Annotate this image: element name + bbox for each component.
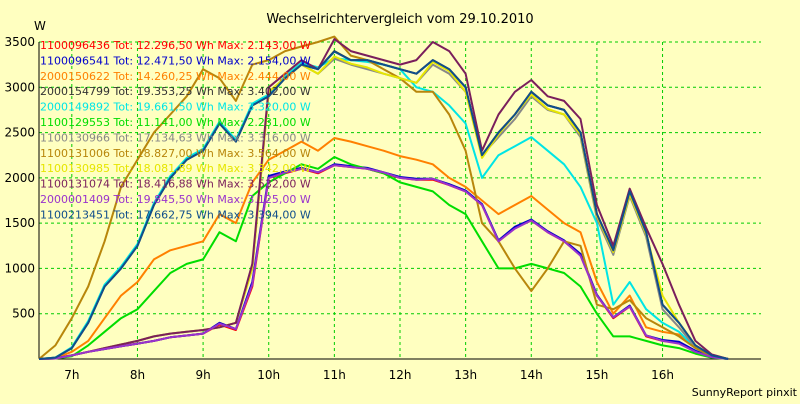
legend: 1100096436 Tot: 12.296,50 Wh Max: 2.143,… (40, 39, 311, 221)
series-lines (38, 35, 729, 360)
legend-entry-8: 1100131006 Tot: 18.827,00 Wh Max: 3.564,… (40, 147, 311, 160)
legend-entry-7: 1100130966 Tot: 17.134,63 Wh Max: 3.316,… (40, 131, 311, 144)
legend-entry-6: 1100129553 Tot: 11.141,00 Wh Max: 2.231,… (40, 116, 311, 129)
x-tick-label: 8h (130, 368, 145, 382)
legend-entry-3: 2000150622 Tot: 14.260,25 Wh Max: 2.444,… (40, 70, 311, 83)
chart-title: Wechselrichtervergleich vom 29.10.2010 (266, 12, 533, 27)
legend-entry-4: 2000154799 Tot: 19.353,25 Wh Max: 3.402,… (40, 85, 311, 98)
y-tick-label: 500 (12, 307, 35, 321)
series-line-8 (38, 35, 729, 360)
x-tick-label: 12h (389, 368, 412, 382)
x-tick-label: 15h (585, 368, 608, 382)
x-tick-label: 9h (195, 368, 210, 382)
x-tick-label: 14h (520, 368, 543, 382)
y-tick-label: 3000 (4, 80, 35, 94)
x-tick-label: 7h (64, 368, 79, 382)
legend-entry-2: 1100096541 Tot: 12.471,50 Wh Max: 2.154,… (40, 54, 311, 67)
axes: 500 1000 1500 2000 2500 3000 3500 7h 8h 9h 10h 11h 1… (4, 35, 761, 382)
legend-entry-9: 1100130985 Tot: 18.081,89 Wh Max: 3.342,… (40, 162, 311, 175)
y-axis-label: W (34, 19, 46, 33)
y-tick-label: 3500 (4, 35, 35, 49)
series-line-3 (38, 137, 729, 360)
x-tick-label: 13h (454, 368, 477, 382)
y-tick-label: 1000 (4, 261, 35, 275)
series-line-11 (38, 164, 729, 360)
y-tick-label: 1500 (4, 216, 35, 230)
y-tick-label: 2500 (4, 126, 35, 140)
legend-entry-11: 2000001409 Tot: 19.845,50 Wh Max: 3.125,… (40, 193, 311, 206)
y-tick-label: 2000 (4, 171, 35, 185)
legend-entry-5: 2000149892 Tot: 19.661,50 Wh Max: 3.320,… (40, 101, 311, 114)
series-line-10 (38, 38, 729, 360)
legend-entry-1: 1100096436 Tot: 12.296,50 Wh Max: 2.143,… (40, 39, 311, 52)
footer-credit: SunnyReport pinxit (692, 386, 798, 399)
legend-entry-10: 1100131074 Tot: 18.416,88 Wh Max: 3.532,… (40, 178, 311, 191)
x-tick-label: 10h (257, 368, 280, 382)
series-line-12 (38, 50, 729, 360)
legend-entry-12: 1100213451 Tot: 17.662,75 Wh Max: 3.394,… (40, 208, 311, 221)
x-tick-label: 16h (651, 368, 674, 382)
grid (39, 41, 761, 359)
x-tick-label: 11h (323, 368, 346, 382)
